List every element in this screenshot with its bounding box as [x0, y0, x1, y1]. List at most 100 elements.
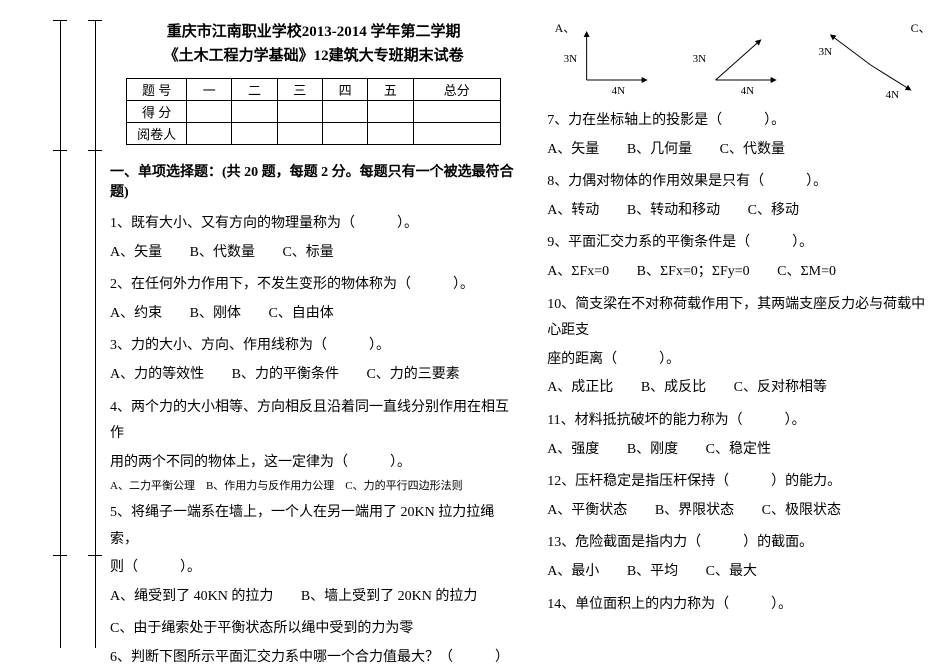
binding-margin [0, 0, 100, 668]
diagram-b: 3N 4N [676, 20, 805, 100]
q1: 1、既有大小、又有方向的物理量称为（ ）。 [110, 211, 517, 238]
q2: 2、在任何外力作用下，不发生变形的物体称为（ ）。 [110, 272, 517, 299]
q5c: C、由于绳索处于平衡状态所以绳中受到的力为零 [110, 616, 517, 643]
opt: B、刚体 [190, 301, 241, 328]
cell [413, 123, 500, 145]
label-4n: 4N [741, 85, 755, 97]
opt: A、约束 [110, 301, 162, 328]
force-diagrams: A、 3N 4N 3N 4N C、 [547, 20, 935, 100]
opt: A、ΣFx=0 [547, 259, 609, 286]
label-3n: 3N [693, 53, 707, 65]
diagram-c: C、 3N 4N [806, 20, 935, 100]
label-4n: 4N [885, 89, 899, 100]
q14: 14、单位面积上的内力称为（ ）。 [547, 592, 935, 619]
opt: C、最大 [706, 559, 757, 586]
cell [368, 123, 413, 145]
cell [413, 101, 500, 123]
q9-opts: A、ΣFx=0 B、ΣFx=0；ΣFy=0 C、ΣM=0 [547, 259, 935, 286]
opt: B、代数量 [190, 240, 255, 267]
opt: A、强度 [547, 437, 599, 464]
opt: C、极限状态 [762, 498, 841, 525]
cell: 题 号 [127, 79, 187, 101]
opt: C、标量 [282, 240, 333, 267]
cell [187, 101, 232, 123]
opt: A、矢量 [547, 137, 599, 164]
title-line1: 重庆市江南职业学校2013-2014 学年第二学期 [110, 20, 517, 44]
opt: B、ΣFx=0；ΣFy=0 [637, 259, 750, 286]
q1-opts: A、矢量 B、代数量 C、标量 [110, 240, 517, 267]
diagram-a: A、 3N 4N [547, 20, 676, 100]
q12-opts: A、平衡状态 B、界限状态 C、极限状态 [547, 498, 935, 525]
cell [232, 123, 277, 145]
q4a: 4、两个力的大小相等、方向相反且沿着同一直线分别作用在相互作 [110, 395, 517, 448]
score-table: 题 号 一 二 三 四 五 总分 得 分 阅卷人 [126, 78, 501, 145]
q5a: 5、将绳子一端系在墙上，一个人在另一端用了 20KN 拉力拉绳索， [110, 500, 517, 553]
page-content: 重庆市江南职业学校2013-2014 学年第二学期 《土木工程力学基础》12建筑… [110, 20, 935, 648]
label-3n: 3N [564, 53, 578, 65]
opt: A、转动 [547, 198, 599, 225]
table-row: 阅卷人 [127, 123, 501, 145]
title-line2: 《土木工程力学基础》12建筑大专班期末试卷 [110, 44, 517, 68]
q5-opts: A、绳受到了 40KN 的拉力 B、墙上受到了 20KN 的拉力 [110, 584, 517, 611]
opt: B、刚度 [627, 437, 678, 464]
opt: C、反对称相等 [734, 375, 827, 402]
cell [232, 101, 277, 123]
q3-opts: A、力的等效性 B、力的平衡条件 C、力的三要素 [110, 362, 517, 389]
opt: A、矢量 [110, 240, 162, 267]
q7: 7、力在坐标轴上的投影是（ ）。 [547, 108, 935, 135]
cell: 二 [232, 79, 277, 101]
opt: C、ΣM=0 [777, 259, 836, 286]
q2-opts: A、约束 B、刚体 C、自由体 [110, 301, 517, 328]
label-3n: 3N [818, 46, 832, 58]
opt: B、几何量 [627, 137, 692, 164]
q13: 13、危险截面是指内力（ ）的截面。 [547, 530, 935, 557]
title-block: 重庆市江南职业学校2013-2014 学年第二学期 《土木工程力学基础》12建筑… [110, 20, 517, 68]
q9: 9、平面汇交力系的平衡条件是（ ）。 [547, 230, 935, 257]
cell: 总分 [413, 79, 500, 101]
opt: B、转动和移动 [627, 198, 720, 225]
cell [277, 123, 322, 145]
cell [187, 123, 232, 145]
cell: 三 [277, 79, 322, 101]
q8: 8、力偶对物体的作用效果是只有（ ）。 [547, 169, 935, 196]
opt: A、力的等效性 [110, 362, 204, 389]
opt: C、自由体 [268, 301, 333, 328]
opt: A、成正比 [547, 375, 613, 402]
opt: B、平均 [627, 559, 678, 586]
opt: B、力的平衡条件 [232, 362, 339, 389]
cell: 一 [187, 79, 232, 101]
cell: 四 [322, 79, 367, 101]
q4-opts: A、二力平衡公理 B、作用力与反作用力公理 C、力的平行四边形法则 [110, 478, 517, 496]
cell [322, 101, 367, 123]
q12: 12、压杆稳定是指压杆保持（ ）的能力。 [547, 469, 935, 496]
q10b: 座的距离（ ）。 [547, 347, 935, 374]
q4b: 用的两个不同的物体上，这一定律为（ ）。 [110, 450, 517, 477]
section1-header: 一、单项选择题：(共 20 题，每题 2 分。每题只有一个被选最符合题) [110, 161, 517, 201]
opt: A、绳受到了 40KN 的拉力 [110, 584, 273, 611]
opt: A、平衡状态 [547, 498, 627, 525]
label-a: A、 [555, 21, 576, 35]
q10-opts: A、成正比 B、成反比 C、反对称相等 [547, 375, 935, 402]
table-row: 题 号 一 二 三 四 五 总分 [127, 79, 501, 101]
cell: 五 [368, 79, 413, 101]
cell: 阅卷人 [127, 123, 187, 145]
opt: B、界限状态 [655, 498, 734, 525]
q10a: 10、简支梁在不对称荷载作用下，其两端支座反力必与荷载中心距支 [547, 292, 935, 345]
cell [322, 123, 367, 145]
cell: 得 分 [127, 101, 187, 123]
table-row: 得 分 [127, 101, 501, 123]
cell [277, 101, 322, 123]
q13-opts: A、最小 B、平均 C、最大 [547, 559, 935, 586]
label-c: C、 [910, 21, 930, 35]
opt: A、最小 [547, 559, 599, 586]
cell [368, 101, 413, 123]
opt: C、稳定性 [706, 437, 771, 464]
q3: 3、力的大小、方向、作用线称为（ ）。 [110, 333, 517, 360]
opt: B、成反比 [641, 375, 706, 402]
q7-opts: A、矢量 B、几何量 C、代数量 [547, 137, 935, 164]
q5b: 则（ ）。 [110, 555, 517, 582]
left-column: 重庆市江南职业学校2013-2014 学年第二学期 《土木工程力学基础》12建筑… [110, 20, 517, 648]
right-column: A、 3N 4N 3N 4N C、 [547, 20, 935, 648]
opt: C、代数量 [720, 137, 785, 164]
q11: 11、材料抵抗破坏的能力称为（ ）。 [547, 408, 935, 435]
